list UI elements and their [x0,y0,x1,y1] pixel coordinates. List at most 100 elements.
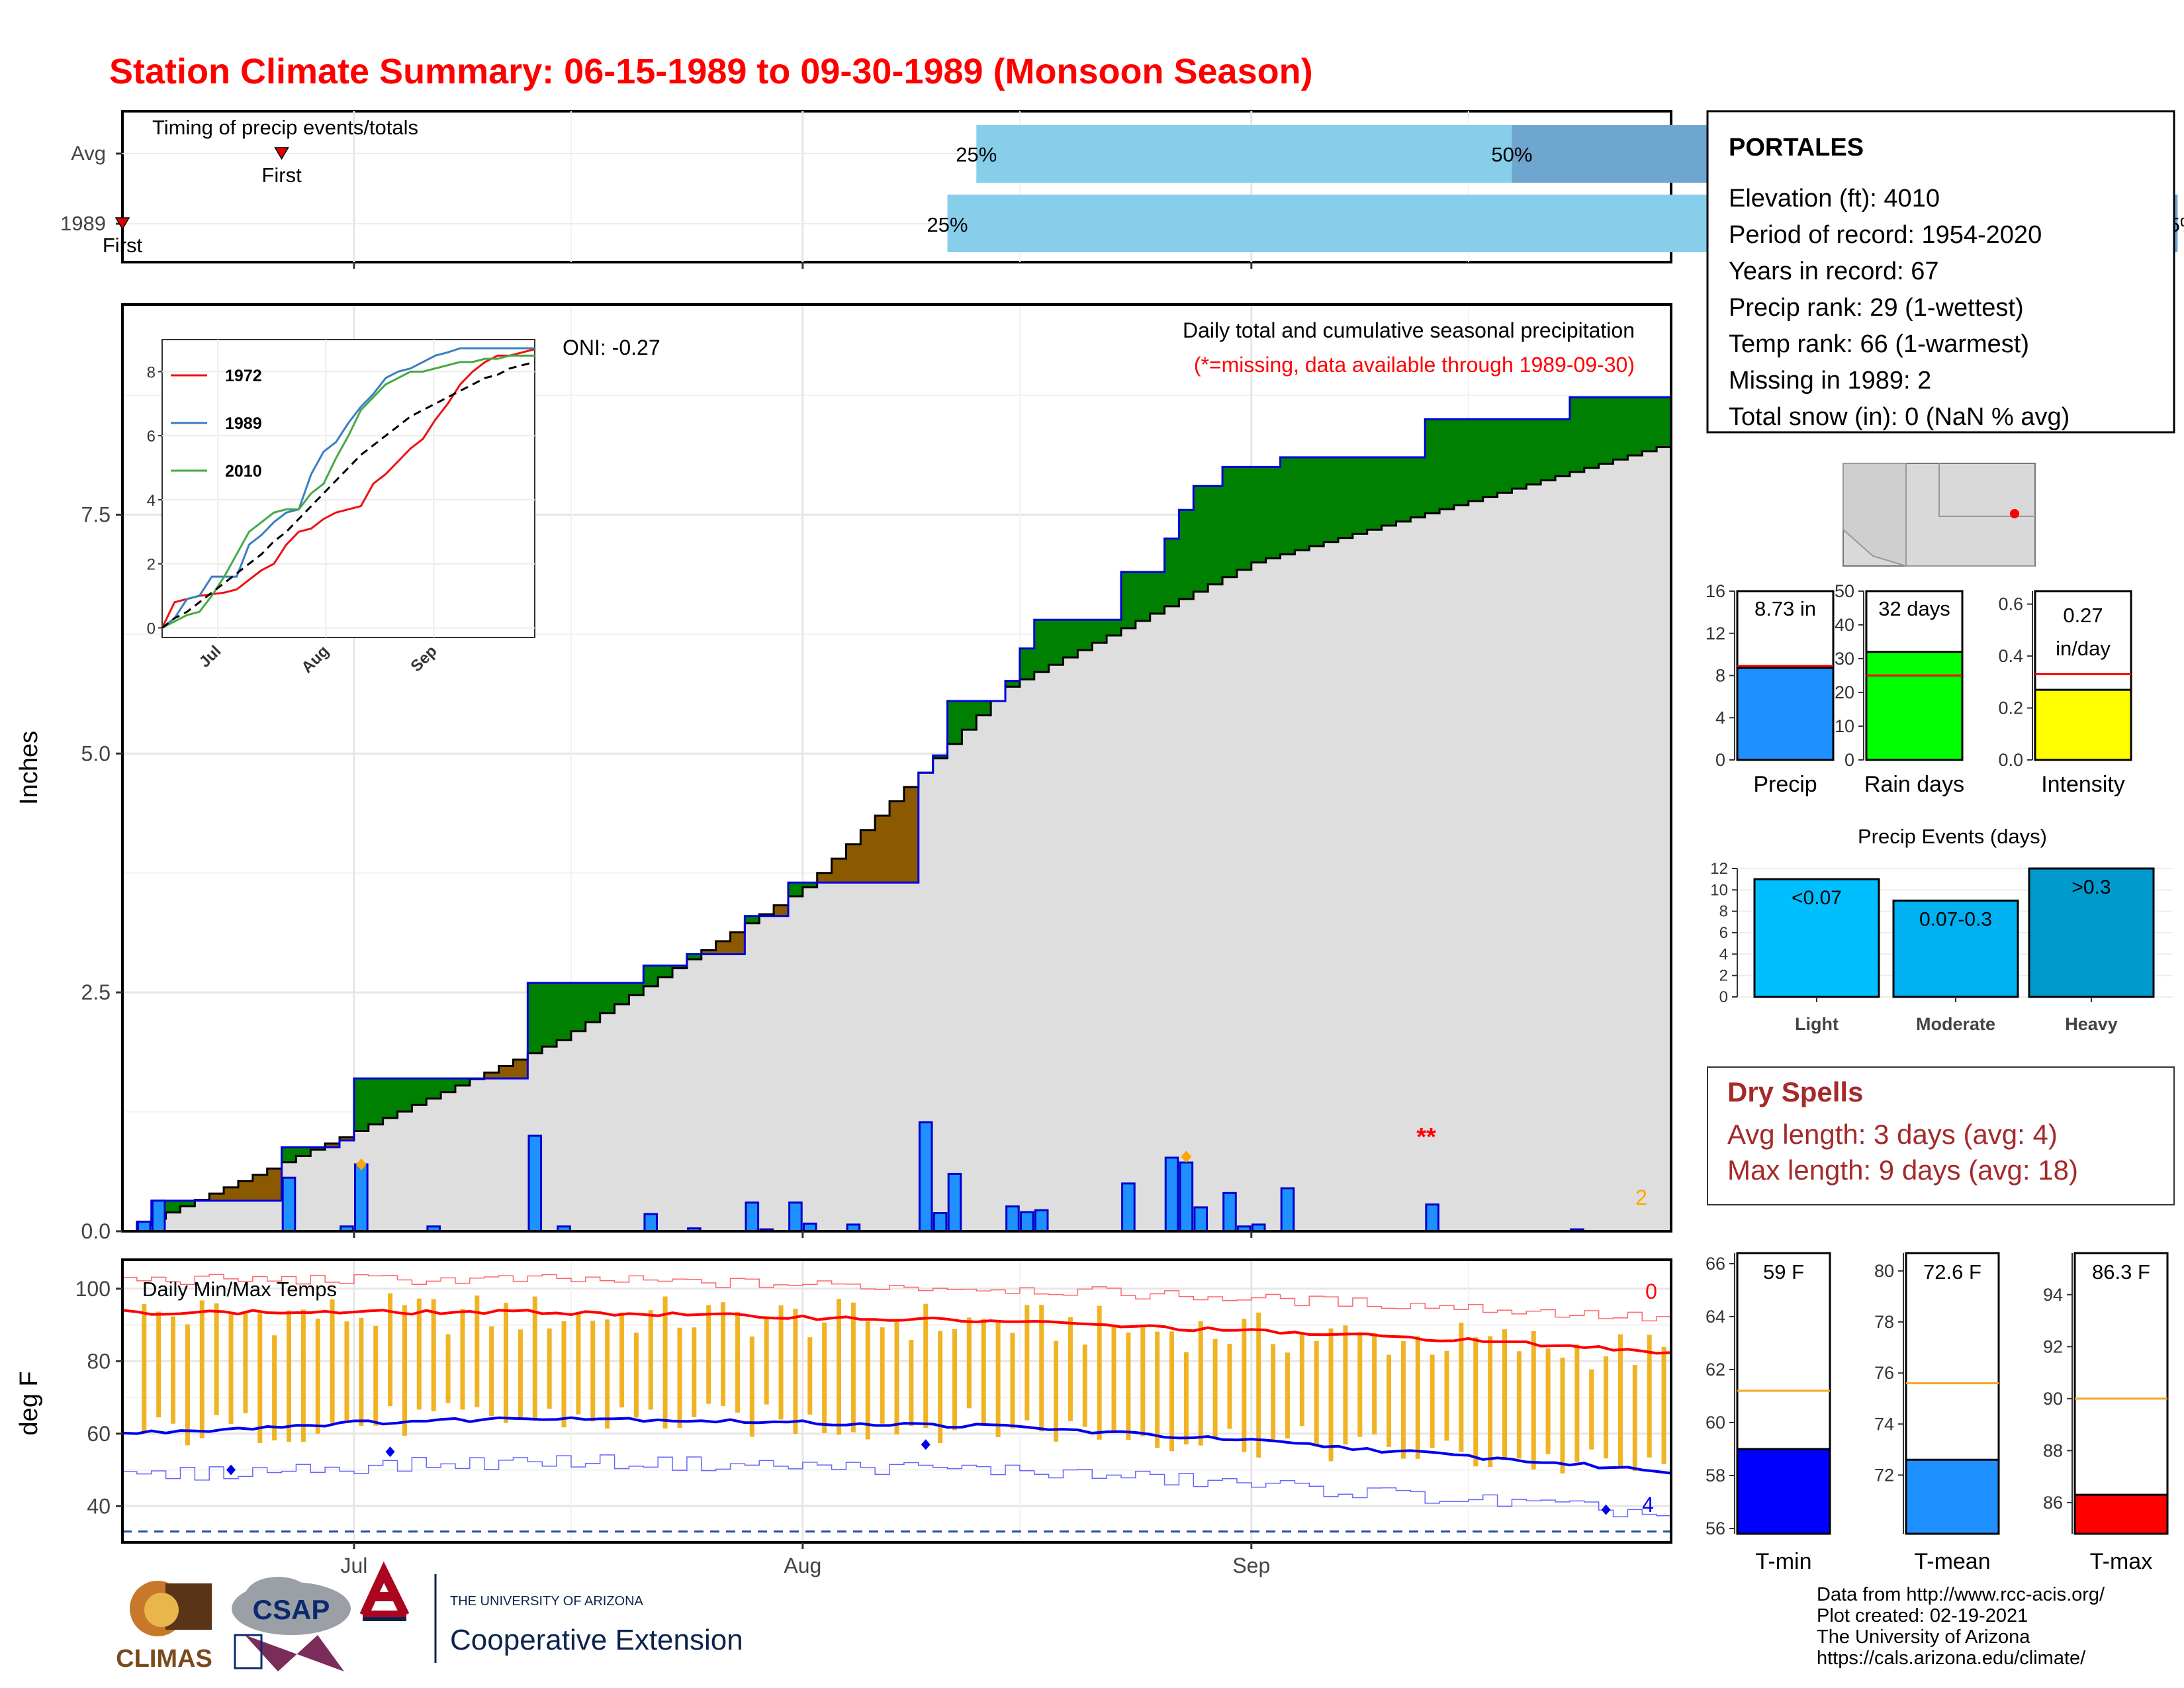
wet-anomaly-segment [281,1147,296,1162]
station-line: Years in record: 67 [1729,258,1939,285]
wet-anomaly-segment [1092,620,1107,643]
events-bar [1753,878,1880,998]
dry-anomaly-segment [715,941,731,955]
temp-bar-y-tick-label: 74 [1874,1414,1894,1434]
summary-bar-label: Rain days [1864,772,1964,797]
daily-temp-range [1024,1305,1030,1421]
daily-temp-range [1256,1312,1261,1458]
daily-temp-range [1502,1329,1508,1460]
events-y-tick-label: 0 [1719,988,1728,1006]
daily-temp-range [416,1298,422,1410]
inset-y-tick-label: 0 [147,620,156,637]
record-min-marker [921,1439,931,1450]
daily-precip-bar [1280,1187,1295,1231]
daily-temp-range [880,1327,885,1424]
daily-temp-range [330,1299,335,1423]
temp-bar-y-tick-label: 94 [2043,1285,2063,1305]
y-tick-label: 5.0 [81,741,111,765]
dry-anomaly-segment [513,1059,528,1079]
daily-temp-range [966,1317,972,1409]
wet-anomaly-segment [397,1078,412,1112]
daily-temp-range [315,1319,320,1434]
daily-temp-range [1285,1352,1290,1438]
wet-anomaly-segment [542,982,557,1047]
daily-temp-range [460,1309,465,1410]
wet-anomaly-segment [383,1078,398,1118]
dry-anomaly-segment [252,1174,268,1201]
wet-anomaly-segment [1107,620,1122,636]
daily-temp-range [1459,1323,1464,1452]
daily-temp-range [1357,1332,1363,1437]
daily-precip-bar [788,1201,803,1231]
record-max-line [122,1274,1671,1322]
average-tmax-line [122,1309,1671,1355]
dry-anomaly-segment [701,950,717,955]
wet-anomaly-segment [1497,419,1512,493]
daily-precip-bar [1005,1205,1020,1231]
summary-y-tick-label: 0.2 [1998,698,2023,718]
daily-temp-range [778,1305,784,1420]
daily-temp-range [344,1321,349,1422]
timing-row-year: 1989 [60,212,106,235]
events-x-label: Light [1795,1014,1839,1034]
average-tmin-line [122,1416,1671,1475]
map-state-border [1905,463,2035,567]
wet-anomaly-segment [1367,457,1383,530]
summary-y-tick-label: 0 [1715,750,1725,770]
daily-temp-range [576,1311,581,1415]
dry-anomaly-segment [903,786,919,883]
dry-anomaly-segment [340,1137,355,1141]
wet-anomaly-segment [1555,419,1570,477]
temp-top-count: 0 [1645,1280,1657,1303]
station-line: Missing in 1989: 2 [1729,367,1931,395]
daily-temp-range [1314,1340,1319,1447]
station-name: PORTALES [1729,134,1864,162]
station-line: Temp rank: 66 (1-warmest) [1729,330,2029,358]
quantile-25-50 [947,195,1744,252]
inset-y-tick-label: 6 [147,428,156,445]
wet-anomaly-segment [1236,467,1252,570]
summary-y-tick-label: 4 [1715,708,1725,727]
temp-label: Daily Min/Max Temps [142,1278,337,1301]
quantile-label: 25% [927,213,968,236]
daily-temp-range [518,1329,523,1419]
wet-anomaly-segment [1150,572,1165,614]
daily-temp-range [1126,1332,1131,1440]
wet-anomaly-segment [1048,620,1064,665]
events-bar [2028,867,2155,998]
logos: CLIMAS CSAP THE UNIVERSITY OF ARIZONA Co… [116,1561,743,1673]
dry-anomaly-segment [238,1181,253,1201]
dry-anomaly-segment [889,801,905,883]
daily-temp-range [894,1321,899,1435]
wet-anomaly-segment [1396,457,1411,522]
inset-series-line [161,348,535,629]
wet-anomaly-segment [614,982,629,1005]
wet-anomaly-segment [802,882,818,888]
temp-y-label: deg F [15,1371,43,1435]
wet-anomaly-segment [1512,419,1527,489]
daily-temp-range [1242,1319,1247,1452]
station-line: Period of record: 1954-2020 [1729,221,2042,249]
precip-subtitle: Daily total and cumulative seasonal prec… [1183,318,1635,342]
daily-temp-range [605,1319,610,1429]
inset-y-tick-label: 4 [147,492,156,510]
daily-precip-bar [137,1221,152,1231]
summary-y-tick-label: 40 [1835,615,1854,635]
summary-value-label: 0.27 [2063,604,2103,627]
inset-legend-label: 1989 [225,414,262,433]
daily-temp-range [749,1336,754,1437]
summary-bar [2034,688,2132,761]
daily-temp-range [1169,1331,1175,1452]
temp-bar-y-tick-label: 90 [2043,1389,2063,1409]
dry-anomaly-segment [498,1066,514,1079]
wet-anomaly-segment [933,755,948,759]
temp-bar-y-tick-label: 88 [2043,1440,2063,1460]
wet-anomaly-segment [1005,680,1021,687]
daily-temp-range [1140,1324,1146,1436]
daily-temp-range [1415,1336,1420,1459]
wet-anomaly-segment [1468,419,1484,501]
daily-temp-range [1039,1305,1044,1432]
dry-anomaly-segment [831,859,846,883]
daily-temp-range [1488,1336,1493,1468]
daily-temp-range [807,1337,813,1415]
